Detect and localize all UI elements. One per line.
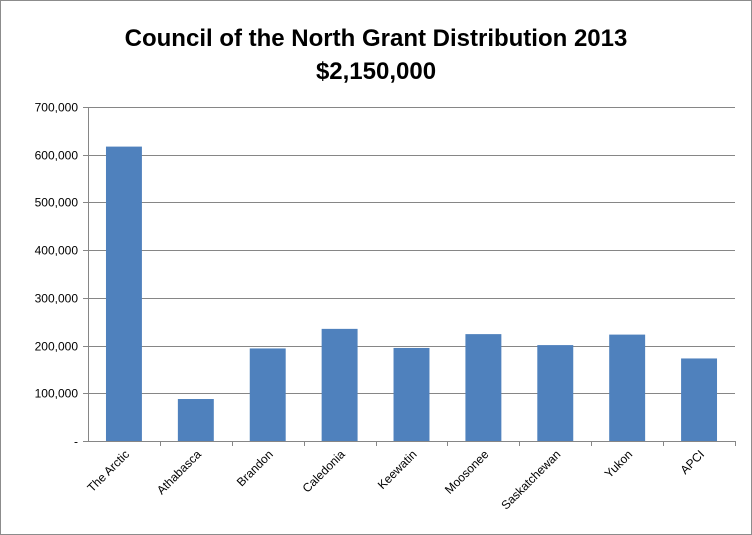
y-tick-label: 500,000 bbox=[35, 196, 79, 210]
y-tick-label: 300,000 bbox=[35, 292, 79, 306]
bar bbox=[249, 348, 286, 441]
x-tick-label: Yukon bbox=[602, 447, 635, 480]
bar bbox=[321, 328, 358, 441]
chart-title: Council of the North Grant Distribution … bbox=[124, 25, 628, 52]
bar bbox=[681, 358, 718, 441]
y-tick-label: 400,000 bbox=[35, 244, 79, 258]
chart-title-block: Council of the North Grant Distribution … bbox=[0, 22, 752, 88]
x-tick-label: Saskatchewan bbox=[498, 447, 563, 512]
x-tick-label: Athabasca bbox=[154, 447, 204, 497]
bar bbox=[393, 347, 430, 441]
chart-subtitle: $2,150,000 bbox=[315, 58, 437, 85]
y-tick-label: 600,000 bbox=[35, 149, 79, 163]
bar bbox=[537, 345, 574, 441]
x-tick-label: Moosonee bbox=[442, 447, 492, 497]
x-tick-labels: The Arctic Athabasca Brandon Caledonia Keewa… bbox=[84, 447, 707, 512]
bar bbox=[609, 334, 646, 441]
y-tick-labels: - 100,000 200,000 300,000 400,000 500,000 600,… bbox=[35, 101, 79, 449]
y-tick-label: 200,000 bbox=[35, 340, 79, 354]
x-tick-label: Keewatin bbox=[375, 447, 420, 492]
x-tick-label: Caledonia bbox=[300, 447, 348, 495]
y-tick-label: - bbox=[74, 435, 78, 449]
bar bbox=[105, 146, 142, 442]
bar bbox=[177, 399, 214, 441]
bars bbox=[105, 146, 718, 442]
y-tick-label: 100,000 bbox=[35, 387, 79, 401]
x-tick-label: Brandon bbox=[234, 447, 276, 489]
y-tick-label: 700,000 bbox=[35, 101, 79, 115]
axes bbox=[83, 107, 736, 446]
x-tick-label: The Arctic bbox=[84, 447, 132, 495]
x-tick-label: APCI bbox=[677, 447, 707, 477]
bar bbox=[465, 334, 502, 441]
